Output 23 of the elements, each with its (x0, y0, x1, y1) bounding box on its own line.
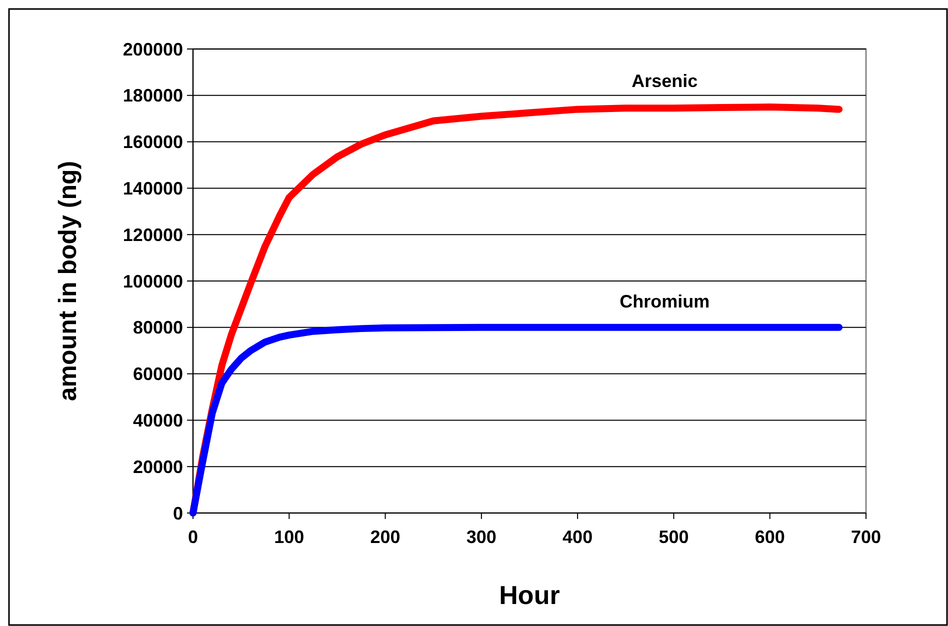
x-tick-label: 600 (754, 527, 785, 547)
y-tick-label: 0 (172, 503, 183, 524)
series-label: Chromium (620, 291, 710, 312)
x-axis-title: Hour (499, 580, 560, 610)
y-tick-label: 160000 (122, 132, 183, 152)
y-tick-label: 200000 (122, 39, 183, 60)
series-label: Arsenic (632, 71, 698, 91)
x-tick-label: 0 (188, 527, 198, 547)
x-tick-label: 500 (658, 527, 689, 547)
y-tick-label: 180000 (122, 86, 183, 106)
x-tick-label: 100 (274, 527, 304, 547)
y-tick-label: 60000 (132, 364, 183, 384)
y-tick-label: 20000 (132, 456, 183, 477)
y-axis-title: amount in body (ng) (54, 160, 82, 402)
y-tick-label: 120000 (122, 224, 183, 245)
x-tick-label: 400 (562, 527, 593, 547)
y-tick-label: 100000 (122, 271, 183, 292)
y-tick-label: 140000 (122, 178, 183, 198)
y-tick-label: 80000 (132, 318, 183, 338)
y-tick-label: 40000 (132, 410, 183, 430)
x-tick-label: 200 (370, 527, 400, 547)
x-tick-label: 300 (466, 527, 496, 547)
x-tick-label: 700 (850, 527, 882, 547)
